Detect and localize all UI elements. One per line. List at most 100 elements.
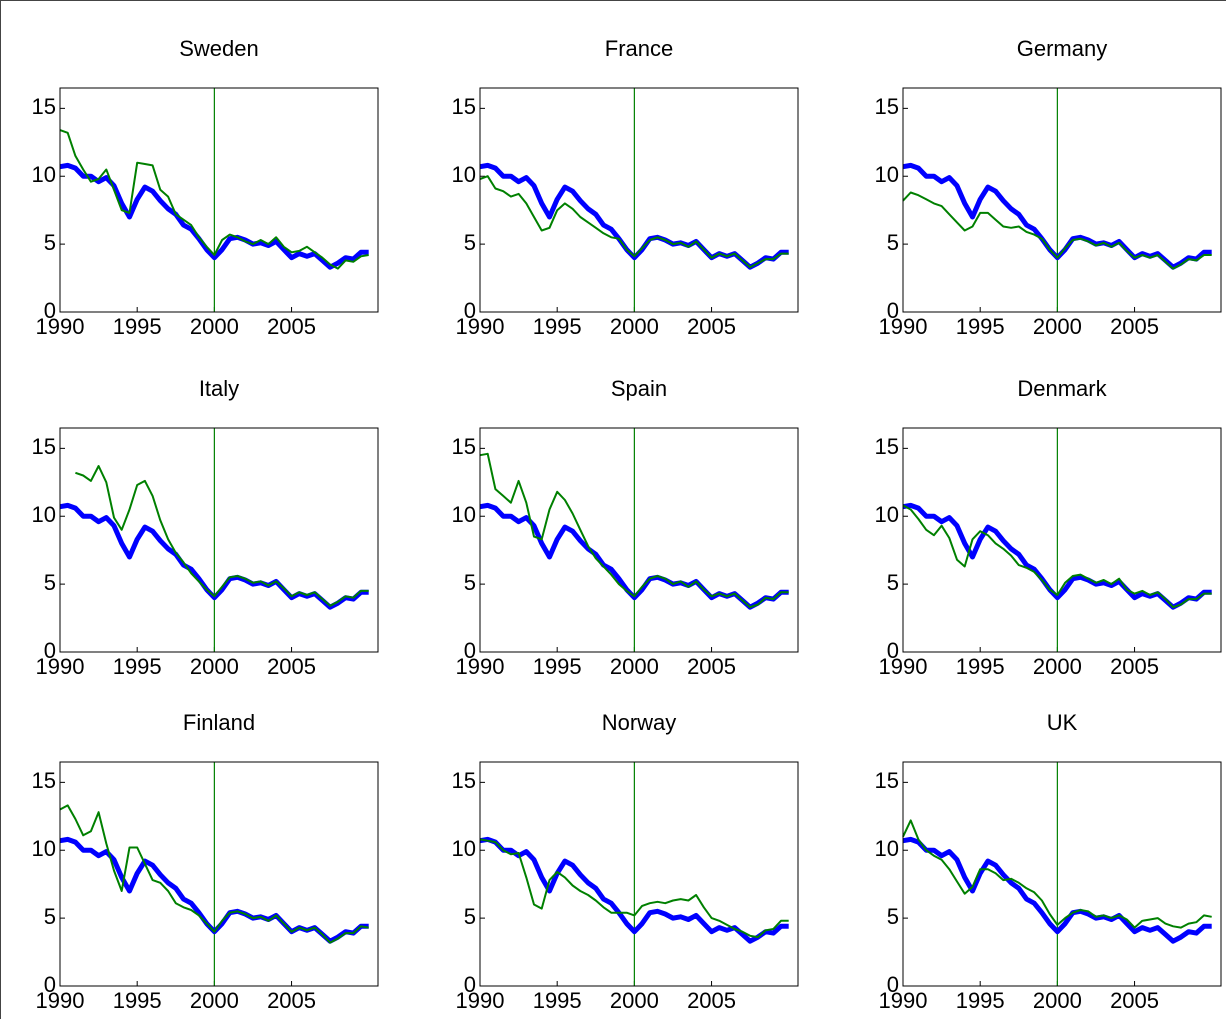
y-tick-label: 5 bbox=[44, 904, 56, 929]
axes-box bbox=[479, 427, 799, 653]
series-line bbox=[479, 175, 789, 269]
x-tick-label: 2005 bbox=[687, 654, 736, 679]
y-tick-label: 15 bbox=[875, 768, 899, 793]
y-tick-label: 0 bbox=[887, 972, 899, 997]
y-tick-label: 10 bbox=[32, 836, 56, 861]
y-tick-label: 5 bbox=[464, 904, 476, 929]
y-tick-label: 0 bbox=[44, 298, 56, 323]
x-tick-label: 1990 bbox=[879, 314, 928, 339]
x-tick-label: 1990 bbox=[879, 988, 928, 1013]
x-tick-label: 2005 bbox=[687, 988, 736, 1013]
x-tick-label: 1990 bbox=[36, 314, 85, 339]
x-tick-label: 1995 bbox=[113, 988, 162, 1013]
y-tick-label: 5 bbox=[464, 230, 476, 255]
subplot-title: UK bbox=[1047, 710, 1078, 735]
x-tick-label: 1995 bbox=[533, 654, 582, 679]
subplot-title: Germany bbox=[1017, 36, 1107, 61]
y-tick-label: 0 bbox=[464, 298, 476, 323]
x-tick-label: 2000 bbox=[190, 314, 239, 339]
y-tick-label: 5 bbox=[464, 570, 476, 595]
series-line bbox=[902, 504, 1212, 609]
x-tick-label: 1995 bbox=[956, 988, 1005, 1013]
x-tick-label: 2005 bbox=[267, 654, 316, 679]
x-tick-label: 1995 bbox=[113, 314, 162, 339]
x-tick-label: 1995 bbox=[533, 314, 582, 339]
y-tick-label: 0 bbox=[44, 972, 56, 997]
axes-box bbox=[902, 87, 1222, 313]
y-tick-label: 0 bbox=[44, 638, 56, 663]
y-tick-label: 15 bbox=[875, 434, 899, 459]
y-tick-label: 15 bbox=[32, 94, 56, 119]
series-line bbox=[59, 804, 369, 944]
y-tick-label: 0 bbox=[887, 638, 899, 663]
y-tick-label: 5 bbox=[44, 230, 56, 255]
y-tick-label: 5 bbox=[44, 570, 56, 595]
subplot-title: France bbox=[605, 36, 673, 61]
x-tick-label: 1990 bbox=[456, 314, 505, 339]
axes-box bbox=[479, 87, 799, 313]
y-tick-label: 0 bbox=[464, 972, 476, 997]
y-tick-label: 0 bbox=[887, 298, 899, 323]
x-tick-label: 1990 bbox=[36, 654, 85, 679]
subplot-title: Italy bbox=[199, 376, 239, 401]
y-tick-label: 10 bbox=[452, 502, 476, 527]
x-tick-label: 1995 bbox=[533, 988, 582, 1013]
y-tick-label: 10 bbox=[452, 162, 476, 187]
x-tick-label: 2000 bbox=[1033, 314, 1082, 339]
x-tick-label: 2000 bbox=[190, 654, 239, 679]
x-tick-label: 2005 bbox=[267, 988, 316, 1013]
y-tick-label: 15 bbox=[32, 434, 56, 459]
x-tick-label: 2005 bbox=[1110, 314, 1159, 339]
y-tick-label: 15 bbox=[452, 434, 476, 459]
x-tick-label: 2000 bbox=[190, 988, 239, 1013]
y-tick-label: 0 bbox=[464, 638, 476, 663]
series-line bbox=[479, 838, 789, 939]
y-tick-label: 10 bbox=[32, 502, 56, 527]
y-tick-label: 10 bbox=[875, 836, 899, 861]
x-tick-label: 1990 bbox=[456, 654, 505, 679]
axes-box bbox=[59, 427, 379, 653]
x-tick-label: 1990 bbox=[36, 988, 85, 1013]
series-line bbox=[902, 819, 1212, 929]
series-line bbox=[902, 836, 1212, 944]
x-tick-label: 2000 bbox=[1033, 988, 1082, 1013]
axes-box bbox=[902, 427, 1222, 653]
y-tick-label: 15 bbox=[32, 768, 56, 793]
x-tick-label: 1995 bbox=[956, 314, 1005, 339]
x-tick-label: 1995 bbox=[956, 654, 1005, 679]
subplot-title: Sweden bbox=[179, 36, 259, 61]
x-tick-label: 2000 bbox=[610, 988, 659, 1013]
subplot-title: Denmark bbox=[1017, 376, 1107, 401]
x-tick-label: 2005 bbox=[687, 314, 736, 339]
y-tick-label: 15 bbox=[452, 768, 476, 793]
x-tick-label: 1995 bbox=[113, 654, 162, 679]
axes-box bbox=[59, 761, 379, 987]
series-line bbox=[59, 129, 369, 270]
y-tick-label: 15 bbox=[452, 94, 476, 119]
y-tick-label: 10 bbox=[452, 836, 476, 861]
y-tick-label: 5 bbox=[887, 570, 899, 595]
series-line bbox=[479, 452, 789, 609]
x-tick-label: 2005 bbox=[1110, 654, 1159, 679]
y-tick-label: 10 bbox=[32, 162, 56, 187]
axes-box bbox=[902, 761, 1222, 987]
x-tick-label: 2005 bbox=[1110, 988, 1159, 1013]
y-tick-label: 10 bbox=[875, 162, 899, 187]
subplot-title: Finland bbox=[183, 710, 255, 735]
axes-box bbox=[59, 87, 379, 313]
x-tick-label: 2005 bbox=[267, 314, 316, 339]
series-line bbox=[902, 191, 1212, 270]
x-tick-label: 2000 bbox=[610, 314, 659, 339]
y-tick-label: 5 bbox=[887, 230, 899, 255]
x-tick-label: 2000 bbox=[610, 654, 659, 679]
y-tick-label: 5 bbox=[887, 904, 899, 929]
x-tick-label: 1990 bbox=[879, 654, 928, 679]
y-tick-label: 10 bbox=[875, 502, 899, 527]
series-line bbox=[75, 465, 369, 607]
subplot-title: Norway bbox=[602, 710, 677, 735]
subplot-title: Spain bbox=[611, 376, 667, 401]
x-tick-label: 2000 bbox=[1033, 654, 1082, 679]
y-tick-label: 15 bbox=[875, 94, 899, 119]
